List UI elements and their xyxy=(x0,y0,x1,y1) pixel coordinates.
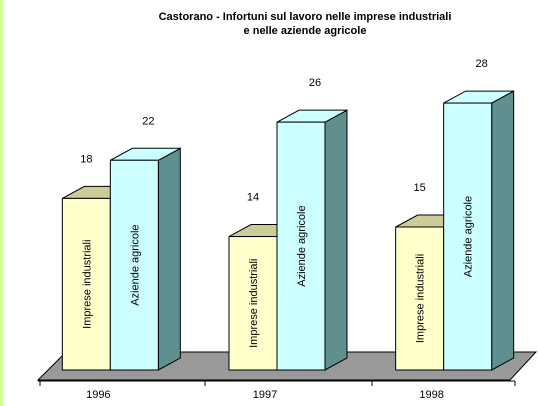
bar xyxy=(276,121,326,371)
bar xyxy=(61,197,111,371)
bar-side xyxy=(157,147,181,371)
bar xyxy=(395,226,445,371)
value-label: 26 xyxy=(309,77,321,89)
bar xyxy=(443,102,493,371)
value-label: 14 xyxy=(247,192,259,204)
chart-title-line: e nelle aziende agricole xyxy=(244,25,367,37)
x-tick-label: 1996 xyxy=(86,389,110,401)
x-tick-label: 1998 xyxy=(419,389,443,401)
bar-side xyxy=(491,90,515,371)
bar xyxy=(228,236,278,371)
series-label: Aziende agricole xyxy=(296,205,308,286)
value-label: 22 xyxy=(142,115,154,127)
bar-side xyxy=(324,109,348,371)
chart-title-line: Castorano - Infortuni sul lavoro nelle i… xyxy=(159,11,452,23)
series-label: Imprese industriali xyxy=(415,254,427,343)
series-label: Aziende agricole xyxy=(463,196,475,277)
series-label: Imprese industriali xyxy=(248,259,260,348)
left-border xyxy=(0,0,3,406)
series-label: Aziende agricole xyxy=(129,224,141,305)
bar xyxy=(109,159,159,371)
series-label: Imprese industriali xyxy=(81,240,93,329)
x-tick-label: 1997 xyxy=(253,389,277,401)
value-label: 18 xyxy=(80,153,92,165)
value-label: 28 xyxy=(476,58,488,70)
value-label: 15 xyxy=(414,182,426,194)
